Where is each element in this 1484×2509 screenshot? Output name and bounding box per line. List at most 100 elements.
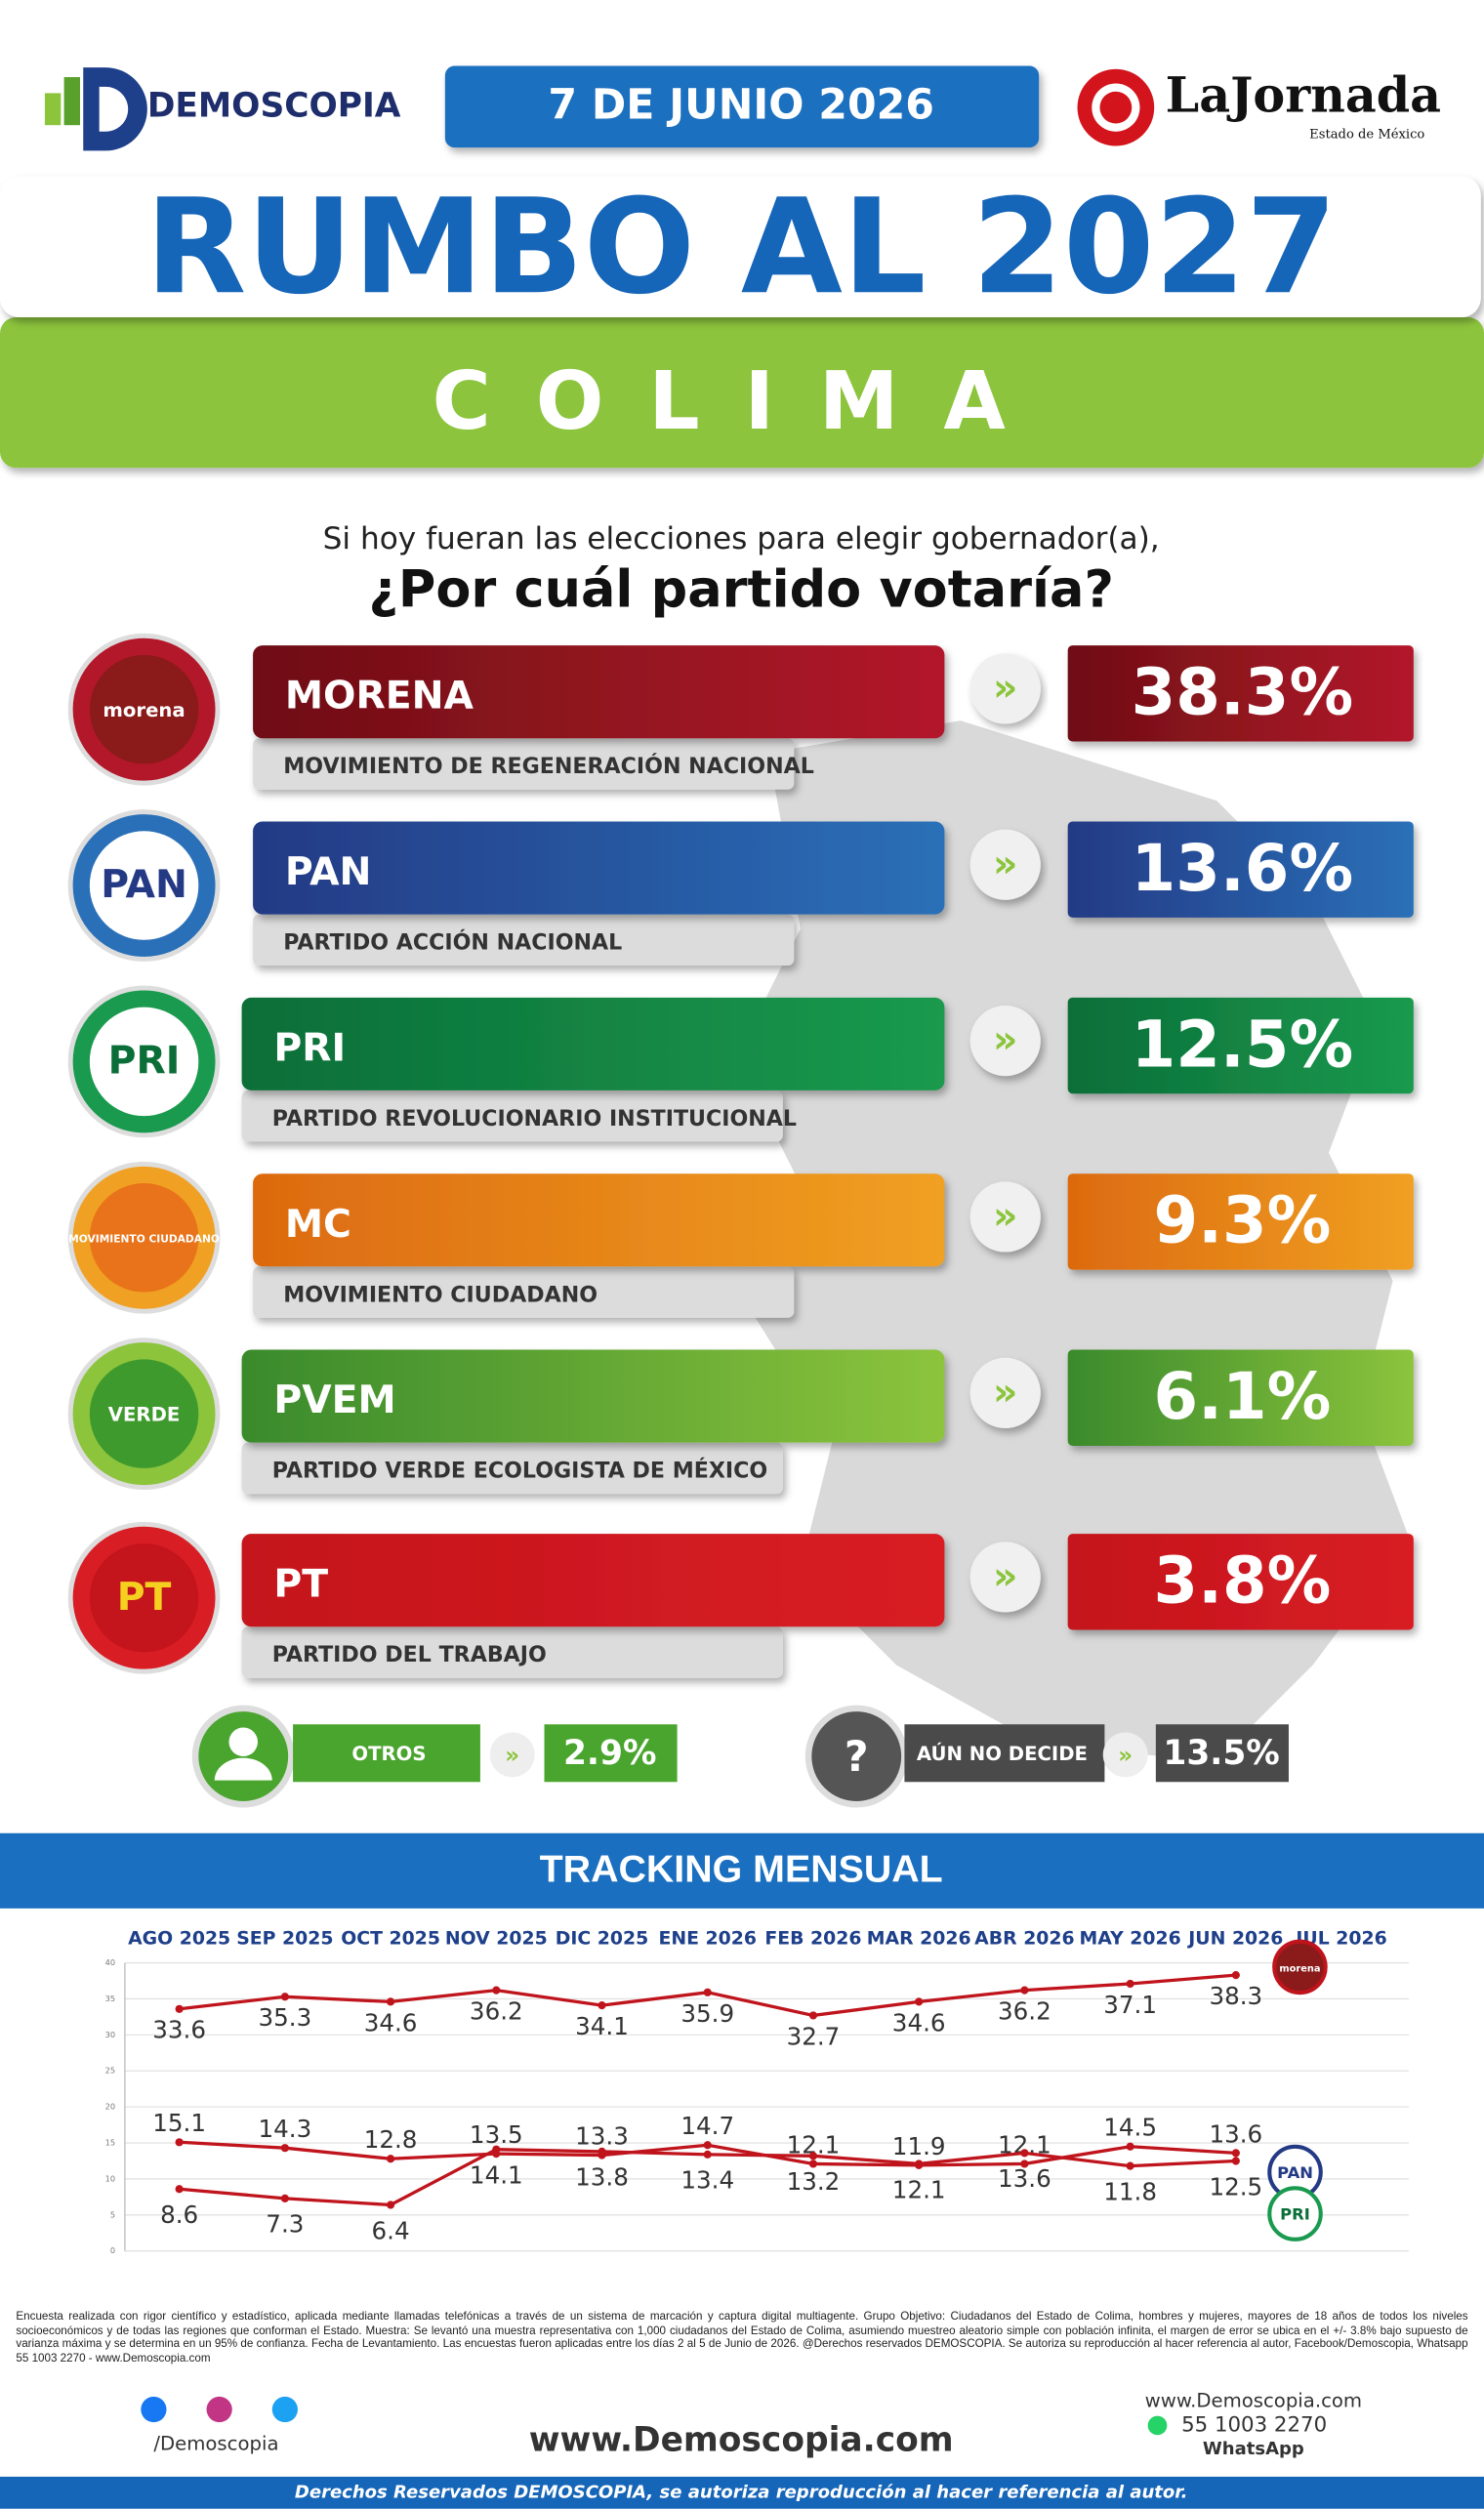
party-bar	[241, 997, 945, 1090]
party-subtitle-bar	[241, 1090, 783, 1142]
party-logo-text: PRI	[108, 1039, 181, 1084]
party-name: PRI	[273, 1025, 346, 1070]
party-percent: 12.5%	[1132, 1008, 1354, 1082]
legend-label: PRI	[1280, 2205, 1310, 2224]
arrow-icon: »	[993, 842, 1017, 886]
data-label: 12.5	[1209, 2172, 1262, 2201]
arrow-icon: »	[993, 666, 1017, 711]
data-point	[492, 2145, 501, 2154]
party-name: PT	[273, 1562, 328, 1607]
data-label: 11.9	[892, 2132, 946, 2160]
party-name: PVEM	[273, 1378, 395, 1422]
y-tick-label: 30	[105, 2030, 115, 2039]
party-full-name: PARTIDO VERDE ECOLOGISTA DE MÉXICO	[272, 1457, 767, 1484]
data-label: 6.4	[372, 2216, 410, 2244]
data-label: 8.6	[160, 2201, 198, 2229]
line-chart: 0 5 10 15 20 25 30 35 40 AGO 2025 SEP 2025 OCT 2025…	[105, 1928, 1409, 2255]
date-box	[444, 65, 1040, 148]
data-point	[1126, 2161, 1134, 2170]
data-label: 35.9	[680, 1999, 734, 2028]
data-point	[598, 2001, 606, 2010]
rights-bar	[0, 2476, 1484, 2509]
percent-box	[1067, 1534, 1414, 1630]
x-tick-label: SEP 2025	[236, 1928, 333, 1949]
percent-box	[1067, 997, 1414, 1094]
data-label: 36.2	[998, 1997, 1051, 2026]
brand-logo	[44, 67, 147, 151]
data-label: 7.3	[266, 2210, 304, 2239]
data-label: 13.8	[575, 2163, 629, 2192]
data-label: 33.6	[152, 2016, 206, 2044]
party-percent: 38.3%	[1132, 656, 1354, 730]
brand: DEMOSCOPIA	[147, 87, 401, 126]
y-tick-label: 25	[105, 2066, 115, 2076]
data-point	[492, 1986, 501, 1995]
data-label: 35.3	[258, 2003, 311, 2032]
percent-box	[1067, 1173, 1414, 1270]
undecided-bar	[904, 1724, 1105, 1783]
whatsapp-label: WhatsApp	[1203, 2439, 1304, 2459]
others-icon-body	[214, 1757, 272, 1781]
instagram-icon[interactable]	[206, 2396, 232, 2423]
arrow-icon: »	[993, 1194, 1017, 1239]
x-tick-label: ENE 2026	[658, 1928, 757, 1949]
party-subtitle-bar	[253, 738, 795, 790]
x-tick-label: NOV 2025	[445, 1928, 548, 1949]
party-subtitle-bar	[241, 1626, 783, 1678]
arrow-icon: »	[1118, 1744, 1133, 1769]
arrow-icon	[489, 1732, 535, 1778]
party-logo	[89, 831, 199, 940]
legend-label: PAN	[1277, 2163, 1313, 2182]
party-bar	[241, 1534, 945, 1627]
data-label: 13.4	[680, 2166, 734, 2195]
data-point	[280, 2144, 289, 2153]
newspaper: LaJornada	[1166, 66, 1441, 123]
others-bar	[293, 1724, 480, 1783]
arrow-icon: »	[993, 1554, 1017, 1599]
y-tick-label: 0	[110, 2245, 115, 2255]
party-logo	[89, 654, 199, 764]
x-tick-label: FEB 2026	[764, 1928, 861, 1949]
data-point	[808, 2152, 818, 2160]
y-tick-label: 15	[105, 2138, 115, 2148]
website[interactable]: www.Demoscopia.com	[529, 2420, 954, 2459]
party-bar	[253, 821, 945, 915]
party-logo	[89, 1359, 199, 1468]
party-logo-text: VERDE	[108, 1403, 181, 1425]
x-tick-label: ABR 2026	[974, 1928, 1074, 1949]
disclaimer-box: Encuesta realizada con rigor científico …	[16, 2310, 1467, 2364]
percent-box	[1067, 821, 1414, 918]
chart-title: TRACKING MENSUAL	[540, 1847, 943, 1890]
data-point	[280, 2194, 289, 2202]
undecided-icon-text: ?	[845, 1733, 869, 1782]
party-subtitle-bar	[253, 1266, 795, 1318]
party-logo	[89, 1007, 199, 1117]
data-point	[1020, 1986, 1029, 1995]
x-tick-label: MAY 2026	[1080, 1928, 1181, 1949]
data-label: 34.6	[892, 2008, 946, 2036]
data-label: 38.3	[1209, 1982, 1262, 2010]
twitter-icon[interactable]	[271, 2396, 298, 2423]
data-point	[703, 2141, 712, 2150]
question: ¿Por cuál partido votaría?	[368, 560, 1113, 620]
website-small[interactable]: www.Demoscopia.com	[1145, 2389, 1362, 2411]
data-point	[280, 1993, 289, 2001]
newspaper-edition: Estado de México	[1309, 128, 1424, 143]
party-bar	[253, 645, 945, 739]
data-label: 13.5	[470, 2120, 523, 2149]
data-point	[386, 1997, 395, 2006]
data-point	[915, 2159, 924, 2168]
arrow-icon	[969, 1181, 1041, 1253]
whatsapp-icon	[1147, 2415, 1168, 2436]
undecided-percent: 13.5%	[1163, 1734, 1279, 1773]
party-percent: 13.6%	[1132, 832, 1354, 906]
party-logo-text: morena	[103, 699, 185, 721]
x-tick-label: JUL 2026	[1294, 1928, 1386, 1949]
party-list: morena MOVIMIENTO DE REGENERACIÓN NACIONA…	[67, 633, 1414, 1678]
y-tick-label: 5	[110, 2209, 115, 2219]
data-point	[1231, 1971, 1240, 1980]
facebook-icon[interactable]	[141, 2396, 167, 2423]
question-intro: Si hoy fueran las elecciones para elegir…	[323, 521, 1160, 556]
others-icon-head	[228, 1727, 258, 1757]
